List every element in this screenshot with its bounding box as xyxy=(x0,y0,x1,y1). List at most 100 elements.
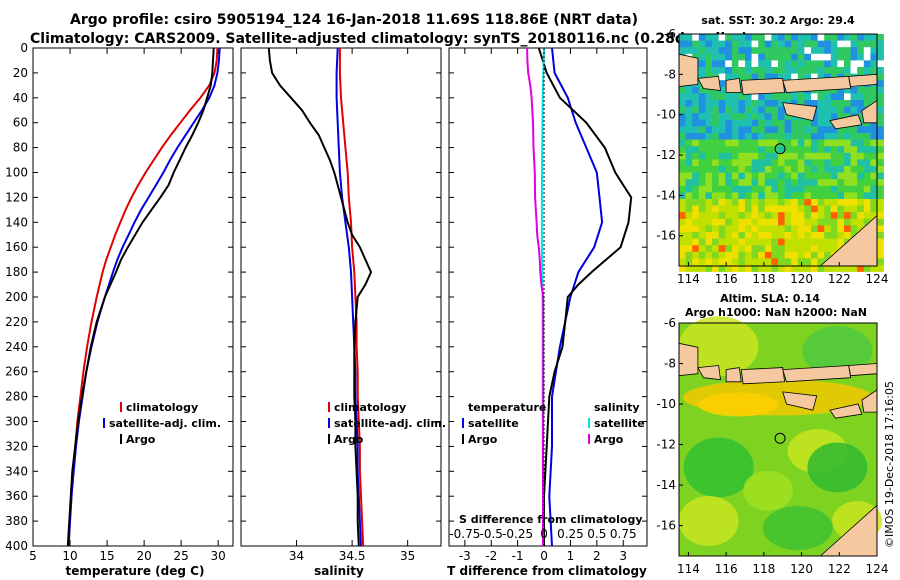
sst-cell xyxy=(685,126,693,134)
sst-cell xyxy=(751,212,759,220)
sst-cell xyxy=(791,73,799,81)
sst-cell xyxy=(804,133,812,140)
sst-cell xyxy=(705,232,713,239)
sst-cell xyxy=(751,60,759,68)
sst-cell xyxy=(745,245,752,253)
sst-cell xyxy=(830,185,838,193)
sst-cell xyxy=(791,60,799,68)
sst-cell xyxy=(877,258,884,266)
sst-cell xyxy=(844,146,851,154)
sst-cell xyxy=(778,139,785,147)
sst-cell xyxy=(731,212,739,220)
sst-cell xyxy=(811,179,818,187)
sst-cell xyxy=(738,40,746,48)
sst-cell xyxy=(863,218,871,226)
sst-cell xyxy=(692,40,700,48)
sst-cell xyxy=(758,119,766,127)
lat-tick-label: -16 xyxy=(656,229,676,243)
sst-cell xyxy=(725,146,733,154)
sst-cell xyxy=(784,53,792,61)
sst-cell xyxy=(844,67,851,74)
sst-cell xyxy=(791,251,799,259)
sst-cell xyxy=(863,67,871,74)
sst-cell xyxy=(863,47,871,55)
series-line-argo xyxy=(267,47,373,547)
sst-cell xyxy=(778,40,785,48)
sst-cell xyxy=(751,152,759,160)
sst-cell xyxy=(824,238,832,246)
depth-tick-label: 120 xyxy=(5,190,28,204)
legend-label-argo: Argo xyxy=(126,433,156,446)
sst-cell xyxy=(712,126,719,134)
sst-cell xyxy=(751,199,759,206)
s-tick-label: -0.5 xyxy=(480,527,503,541)
sst-cell xyxy=(824,73,832,81)
series-line-t-argo xyxy=(537,47,633,546)
depth-tick-label: 140 xyxy=(5,215,28,229)
sst-cell xyxy=(817,205,825,213)
sst-cell xyxy=(705,146,713,154)
sst-cell xyxy=(731,185,739,193)
x-tick-label: 5 xyxy=(29,549,37,563)
sst-cell xyxy=(804,139,812,147)
sst-cell xyxy=(698,185,706,193)
sst-cell xyxy=(844,192,851,200)
sst-cell xyxy=(817,265,825,272)
sst-cell xyxy=(778,113,785,121)
sst-cell xyxy=(758,139,766,147)
sst-cell xyxy=(679,251,686,259)
sst-cell xyxy=(685,34,693,41)
sst-cell xyxy=(804,60,812,68)
sst-cell xyxy=(685,232,693,239)
sst-cell xyxy=(784,225,792,233)
sst-cell xyxy=(725,139,733,147)
sst-cell xyxy=(824,251,832,259)
sst-cell xyxy=(705,106,713,114)
sst-cell xyxy=(837,265,845,272)
sst-cell xyxy=(784,179,792,187)
land-polygon xyxy=(782,365,852,383)
sst-cell xyxy=(758,185,766,193)
sst-cell xyxy=(837,139,845,147)
sst-cell xyxy=(712,113,719,121)
sst-cell xyxy=(718,251,726,259)
sst-cell xyxy=(804,73,812,81)
sst-cell xyxy=(850,199,858,206)
sst-cell xyxy=(850,166,858,173)
sst-cell xyxy=(804,119,812,127)
sst-cell xyxy=(797,146,805,154)
sst-cell xyxy=(692,225,700,233)
sst-cell xyxy=(685,166,693,173)
sst-cell xyxy=(705,86,713,94)
sst-cell xyxy=(877,212,884,220)
sst-cell xyxy=(771,53,779,61)
sst-cell xyxy=(758,179,766,187)
sst-cell xyxy=(679,225,686,233)
sst-cell xyxy=(764,67,772,74)
sst-cell xyxy=(771,179,779,187)
sst-cell xyxy=(863,185,871,193)
sst-cell xyxy=(745,40,752,48)
sst-cell xyxy=(738,146,746,154)
sst-cell xyxy=(837,53,845,61)
lat-tick-label: -10 xyxy=(656,397,676,411)
sst-cell xyxy=(771,192,779,200)
sst-cell xyxy=(718,60,726,68)
sst-cell xyxy=(877,60,884,68)
sst-cell xyxy=(725,106,733,114)
sst-cell xyxy=(731,172,739,180)
sst-cell xyxy=(731,119,739,127)
sst-cell xyxy=(738,152,746,160)
s-tick-label: -0.25 xyxy=(502,527,533,541)
lat-tick-label: -8 xyxy=(664,357,676,371)
s-tick-label: 0.25 xyxy=(557,527,584,541)
sst-cell xyxy=(738,192,746,200)
sst-cell xyxy=(824,232,832,239)
sst-cell xyxy=(791,179,799,187)
sst-cell xyxy=(824,34,832,41)
sst-cell xyxy=(830,47,838,55)
sst-cell xyxy=(817,212,825,220)
sst-cell xyxy=(738,159,746,167)
sst-cell xyxy=(877,53,884,61)
sst-cell xyxy=(778,166,785,173)
